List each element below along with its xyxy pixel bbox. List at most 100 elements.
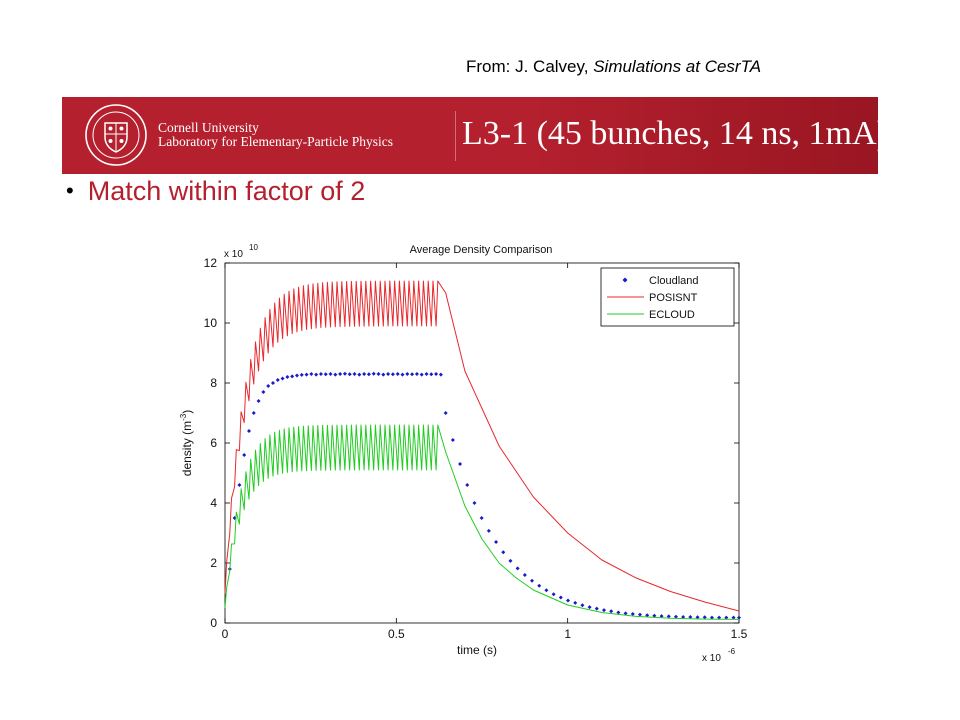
cloudland-point	[256, 399, 261, 403]
cloudland-point	[573, 600, 578, 605]
cloudland-point	[424, 372, 429, 376]
cloudland-point	[666, 614, 671, 619]
cloudland-point	[338, 372, 343, 376]
bullet-point: • Match within factor of 2	[66, 176, 365, 207]
university-label: Cornell University	[158, 120, 259, 135]
cloudland-point	[266, 384, 271, 388]
y-axis-label-end: )	[180, 410, 194, 414]
y-tick-label: 6	[210, 436, 217, 450]
x-axis-label: time (s)	[457, 643, 497, 657]
cloudland-point	[551, 592, 556, 597]
cloudland-point	[419, 372, 424, 377]
series-posisnt-line	[224, 280, 740, 612]
cloudland-point	[702, 615, 707, 620]
cloudland-point	[601, 608, 606, 613]
cloudland-point	[299, 372, 304, 377]
cloudland-point	[342, 371, 347, 376]
cloudland-point	[594, 606, 599, 611]
cloudland-point	[695, 615, 700, 620]
cloudland-point	[237, 483, 242, 487]
cloudland-point	[429, 372, 434, 377]
cloudland-point	[318, 372, 323, 376]
cloudland-point	[270, 381, 275, 385]
cloudland-point	[515, 566, 520, 571]
cloudland-point	[709, 615, 714, 620]
lab-label: Laboratory for Elementary-Particle Physi…	[158, 134, 394, 149]
y-tick-label: 2	[210, 556, 217, 570]
cloudland-point	[465, 483, 470, 487]
cloudland-point	[246, 429, 251, 433]
y-tick-label: 10	[204, 316, 218, 330]
cloudland-point	[494, 540, 499, 544]
cloudland-point	[537, 583, 542, 588]
header-banner: Cornell University Laboratory for Elemen…	[62, 97, 878, 174]
credit-prefix: From: J. Calvey,	[466, 57, 594, 76]
cloudland-point	[637, 612, 642, 617]
cloudland-point	[724, 615, 729, 620]
cloudland-point	[285, 375, 290, 379]
series-ecloud-line	[224, 424, 740, 620]
cloudland-point	[673, 614, 678, 619]
cloudland-point	[261, 390, 266, 394]
cloudland-point	[280, 376, 285, 381]
legend-label-posisnt: POSISNT	[649, 292, 698, 304]
cloudland-point	[362, 372, 367, 376]
banner-shade	[518, 97, 878, 174]
cloudland-point	[309, 372, 314, 376]
bullet-dot: •	[66, 178, 74, 203]
x-tick-label: 1	[564, 627, 571, 641]
cloudland-point	[623, 611, 628, 616]
cloudland-point	[251, 411, 256, 415]
cloudland-point	[630, 612, 635, 616]
y-multiplier-base: x 10	[224, 249, 243, 260]
cloudland-point	[275, 378, 280, 382]
y-multiplier-exp: 10	[249, 243, 258, 252]
cloudland-point	[737, 615, 741, 620]
banner-divider	[455, 111, 456, 161]
cloudland-point	[479, 516, 484, 520]
y-axis-label-sup: -3	[179, 413, 188, 421]
cloudland-point	[323, 372, 328, 377]
cloudland-point	[472, 501, 477, 505]
y-axis-label: density (m-3)	[179, 410, 194, 476]
cloudland-point	[347, 372, 352, 377]
x-tick-label: 0.5	[388, 627, 405, 641]
y-tick-label: 8	[210, 376, 217, 390]
x-tick-label: 0	[222, 627, 229, 641]
cloudland-point	[395, 372, 400, 376]
cloudland-point	[376, 372, 381, 376]
y-axis-label-main: density (m	[180, 421, 194, 476]
cloudland-point	[414, 372, 419, 376]
cloudland-point	[314, 372, 319, 377]
x-tick-label: 1.5	[731, 627, 748, 641]
cloudland-point	[645, 613, 650, 618]
university-name: Cornell University Laboratory for Elemen…	[158, 121, 393, 149]
cornell-seal-icon	[85, 104, 147, 166]
cloudland-point	[390, 372, 395, 377]
cloudland-point	[381, 372, 386, 377]
cloudland-point	[434, 372, 439, 376]
cloudland-point	[731, 615, 736, 620]
chart-title: Average Density Comparison	[410, 244, 553, 256]
cloudland-point	[438, 372, 443, 377]
cloudland-point	[681, 615, 686, 619]
cloudland-point	[688, 615, 693, 619]
cloudland-point	[405, 372, 410, 376]
legend-swatch-cloudland	[622, 277, 628, 283]
cloudland-point	[304, 372, 309, 377]
y-tick-label: 12	[204, 256, 218, 270]
cloudland-point	[450, 438, 455, 442]
cloudland-point	[659, 614, 664, 619]
cloudland-point	[386, 372, 391, 376]
cloudland-point	[366, 372, 371, 377]
cloudland-point	[522, 573, 527, 577]
slide-title: L3-1 (45 bunches, 14 ns, 1mA)	[462, 115, 878, 152]
cloudland-point	[333, 372, 338, 377]
cloudland-point	[328, 372, 333, 376]
x-multiplier-base: x 10	[702, 653, 721, 664]
cloudland-point	[609, 609, 614, 614]
cloudland-point	[371, 371, 376, 376]
credit-work: Simulations at CesrTA	[593, 57, 762, 76]
legend-label-ecloud: ECLOUD	[649, 309, 695, 321]
